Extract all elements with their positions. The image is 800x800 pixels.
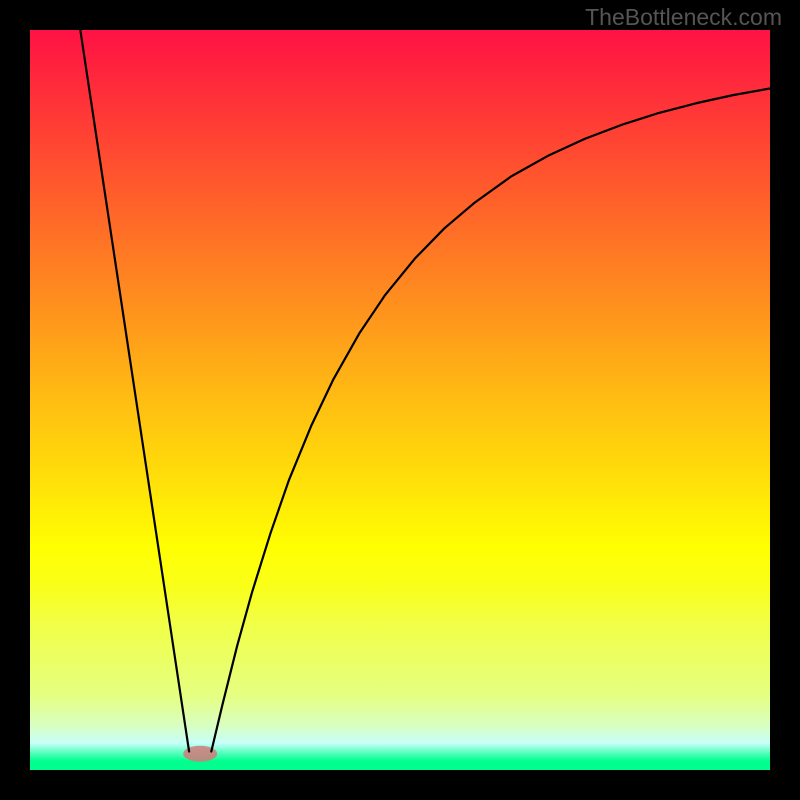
- gradient-background: [30, 30, 770, 770]
- watermark-text: TheBottleneck.com: [585, 4, 782, 31]
- plot-area: [30, 30, 770, 770]
- chart-svg: [30, 30, 770, 770]
- chart-container: TheBottleneck.com: [0, 0, 800, 800]
